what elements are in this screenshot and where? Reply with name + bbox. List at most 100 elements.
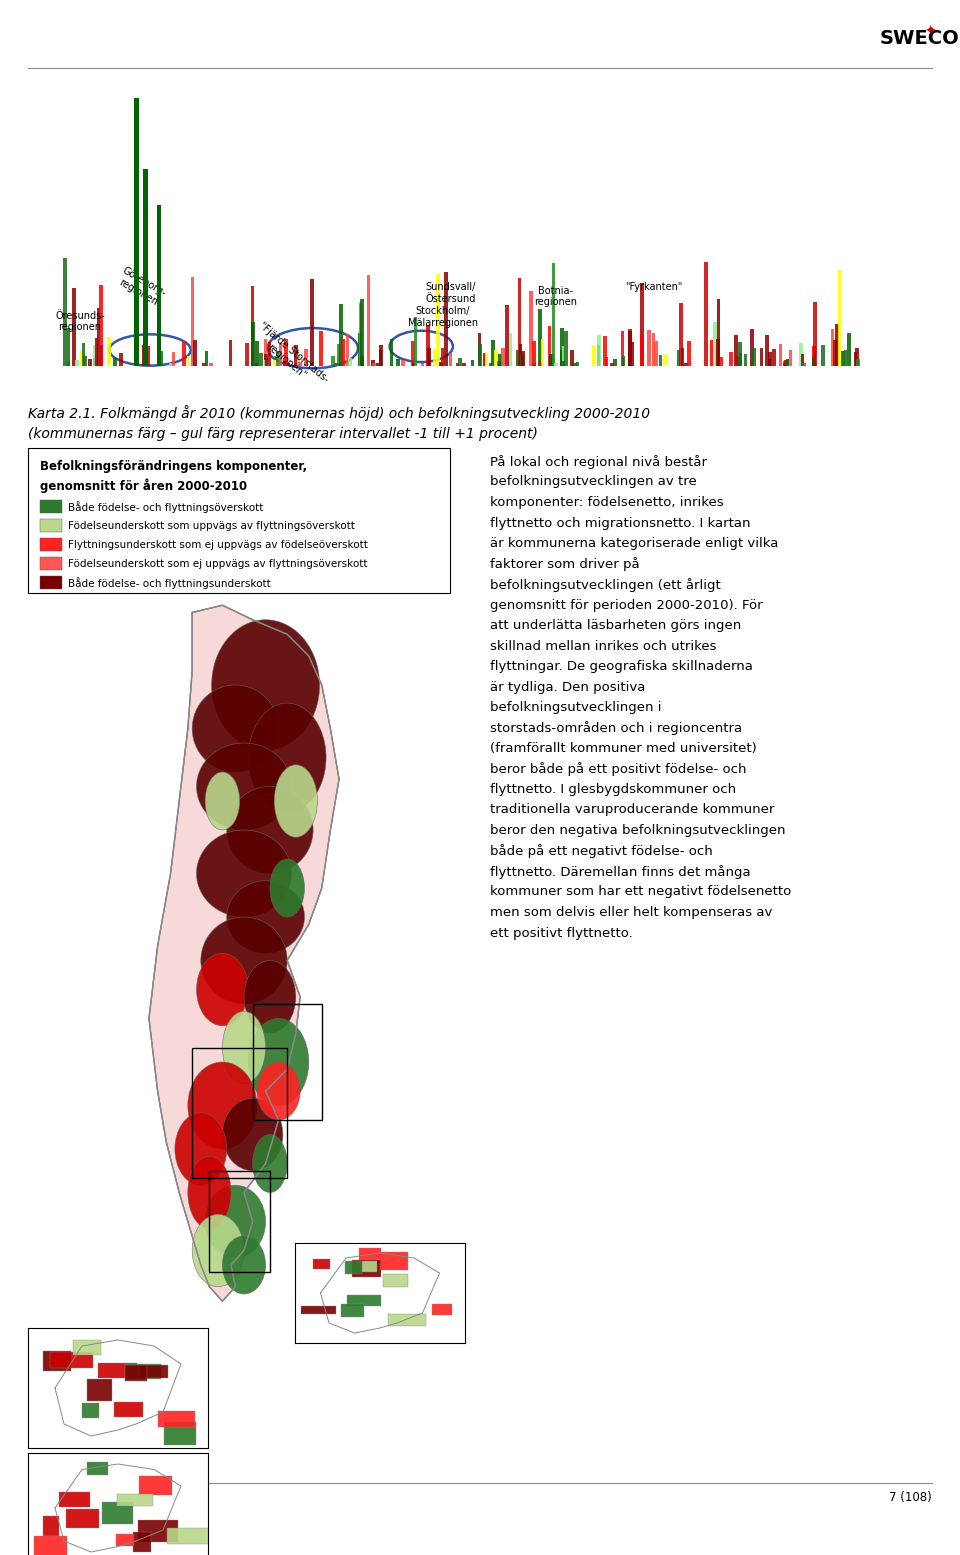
Bar: [116, 1533, 133, 1546]
Ellipse shape: [188, 1157, 231, 1228]
Bar: [113, 358, 116, 365]
Bar: [478, 333, 481, 365]
Bar: [108, 337, 110, 365]
Text: Både födelse- och flyttningsöverskott: Både födelse- och flyttningsöverskott: [68, 501, 263, 513]
Bar: [209, 364, 212, 365]
Bar: [520, 355, 524, 365]
Bar: [494, 350, 497, 365]
Bar: [759, 348, 763, 365]
Bar: [360, 299, 364, 365]
Bar: [93, 358, 97, 365]
Bar: [348, 1295, 381, 1306]
Bar: [264, 339, 267, 365]
Bar: [274, 359, 276, 365]
Bar: [67, 328, 70, 365]
Bar: [140, 1365, 168, 1378]
Bar: [844, 350, 848, 365]
Text: 7 (108): 7 (108): [889, 1491, 932, 1504]
Bar: [82, 1403, 99, 1418]
Bar: [204, 351, 208, 365]
Text: Födelseunderskott som ej uppvägs av flyttningsöverskott: Födelseunderskott som ej uppvägs av flyt…: [68, 558, 368, 569]
Bar: [768, 359, 771, 365]
Bar: [444, 272, 448, 365]
Bar: [294, 345, 298, 365]
Bar: [432, 1305, 452, 1316]
Bar: [255, 341, 258, 365]
Text: flyttnetto och migrationsnetto. I kartan: flyttnetto och migrationsnetto. I kartan: [490, 516, 751, 530]
Bar: [191, 277, 194, 365]
Bar: [146, 345, 150, 365]
Ellipse shape: [257, 1062, 300, 1120]
Bar: [380, 1252, 408, 1270]
Bar: [483, 353, 487, 365]
Bar: [812, 345, 816, 365]
Bar: [835, 323, 839, 365]
Ellipse shape: [205, 1185, 266, 1258]
Bar: [655, 341, 658, 365]
Text: är tydliga. Den positiva: är tydliga. Den positiva: [490, 681, 645, 694]
Bar: [540, 339, 544, 365]
Bar: [158, 1410, 195, 1426]
Bar: [647, 330, 651, 365]
Bar: [458, 358, 462, 365]
Bar: [341, 339, 345, 365]
Bar: [348, 358, 352, 365]
Bar: [383, 1274, 408, 1288]
Ellipse shape: [197, 830, 292, 917]
Text: både på ett negativt födelse- och: både på ett negativt födelse- och: [490, 844, 712, 858]
Bar: [573, 364, 577, 365]
Bar: [613, 359, 617, 365]
Text: Både födelse- och flyttningsunderskott: Både födelse- och flyttningsunderskott: [68, 577, 271, 589]
Bar: [628, 330, 632, 365]
Bar: [784, 359, 788, 365]
Bar: [301, 1306, 336, 1314]
Text: Befolkningsförändringens komponenter,: Befolkningsförändringens komponenter,: [40, 460, 307, 473]
Bar: [440, 364, 444, 365]
Bar: [360, 356, 364, 365]
Bar: [597, 345, 600, 365]
Bar: [439, 362, 443, 365]
Bar: [80, 350, 84, 365]
Ellipse shape: [192, 686, 278, 771]
Text: Öresunds-
regionen: Öresunds- regionen: [55, 311, 105, 333]
Bar: [264, 355, 268, 365]
Text: befolkningsutvecklingen av tre: befolkningsutvecklingen av tre: [490, 476, 697, 488]
Ellipse shape: [197, 743, 292, 830]
Text: Födelseunderskott som uppvägs av flyttningsöverskott: Födelseunderskott som uppvägs av flyttni…: [68, 521, 355, 530]
Bar: [172, 351, 176, 365]
Bar: [88, 359, 91, 365]
Bar: [785, 359, 789, 365]
Text: "Fyrkanten": "Fyrkanten": [625, 281, 682, 291]
Bar: [94, 339, 98, 365]
Bar: [114, 1403, 143, 1417]
Bar: [278, 342, 282, 365]
Bar: [169, 364, 173, 365]
Text: RAPPORT: RAPPORT: [28, 1494, 69, 1504]
Bar: [40, 501, 62, 513]
Ellipse shape: [227, 787, 313, 874]
Bar: [717, 299, 720, 365]
Bar: [550, 355, 554, 365]
Ellipse shape: [223, 1011, 266, 1084]
Bar: [789, 350, 792, 365]
Bar: [497, 361, 501, 365]
Text: SWECO: SWECO: [880, 28, 960, 48]
Bar: [358, 333, 362, 365]
Bar: [426, 325, 430, 365]
Bar: [753, 348, 756, 365]
Bar: [734, 336, 738, 365]
Bar: [529, 291, 533, 365]
Text: beror den negativa befolkningsutvecklingen: beror den negativa befolkningsutveckling…: [490, 824, 785, 837]
Bar: [505, 305, 509, 365]
Bar: [561, 328, 564, 365]
Bar: [720, 358, 724, 365]
Ellipse shape: [244, 961, 296, 1033]
Ellipse shape: [211, 620, 320, 750]
Bar: [359, 1249, 381, 1263]
Bar: [284, 339, 288, 365]
Bar: [509, 333, 513, 365]
Bar: [679, 303, 683, 365]
Bar: [554, 364, 558, 365]
Bar: [341, 1303, 364, 1317]
Text: skillnad mellan inrikes och utrikes: skillnad mellan inrikes och utrikes: [490, 639, 716, 653]
